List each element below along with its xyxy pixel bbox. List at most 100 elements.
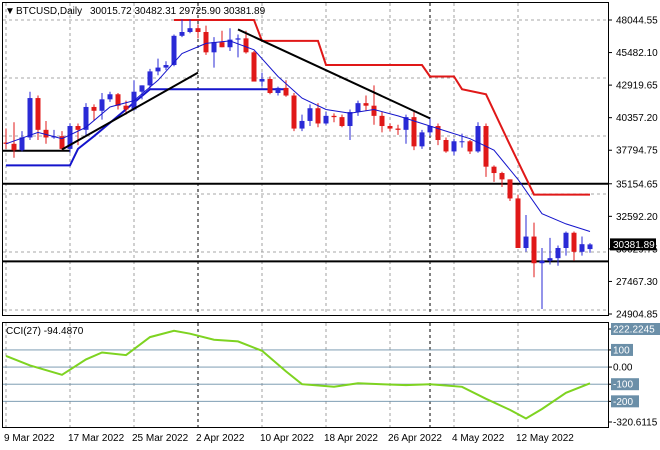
candle-body [355,103,361,113]
candle-body [59,136,65,149]
candle-body [35,98,41,130]
candle-body [155,67,161,72]
candle-body [251,52,257,82]
trendline [61,71,199,151]
price-tick-label: 45482.10 [616,48,658,59]
candle-body [587,244,593,250]
cci-line [5,329,591,420]
candle-body [235,38,241,40]
candle-body [515,198,521,248]
price-tick-label: 24904.85 [616,310,658,321]
current-price-box [610,238,656,251]
candle-body [75,126,81,130]
price-panel-frame [2,2,609,316]
time-tick-label: 25 Mar 2022 [132,433,189,444]
time-tick-label: 10 Apr 2022 [260,433,314,444]
candle-body [275,87,281,93]
candle-body [323,115,329,124]
candle-body [331,115,337,118]
red-line-layer [174,19,590,196]
cci-tick-box [611,343,633,356]
cci-tick-label: -200 [613,397,633,408]
candle-body [371,105,377,116]
candle-body [579,244,585,252]
candle-body [219,42,225,48]
time-tick-label: 4 May 2022 [452,433,505,444]
time-tick-label: 26 Apr 2022 [388,433,442,444]
chart-arrow-icon: ▼ [5,6,15,17]
cci-tick-box [611,323,660,335]
blue-line-layer [6,88,286,167]
trendline [237,28,431,120]
cci-line-layer [5,329,591,420]
cci-tick-label: 0.00 [613,363,633,374]
candle-body [227,39,233,48]
candle-body [91,106,97,111]
candle-body [43,129,49,138]
candle-body [403,117,409,130]
price-tick-label: 40357.20 [616,113,658,124]
candle-body [163,65,169,68]
candle-body [27,98,33,138]
symbol-label: BTCUSD,Daily [16,6,82,17]
candle-body [475,126,481,152]
cci-label: CCI(27) -94.4870 [6,326,84,337]
candle-body [491,166,497,174]
price-axis-ticks: 48044.55 45482.10 42919.65 40357.20 37794.75… [608,16,658,321]
candle-body [419,132,425,147]
candle-body [523,236,529,248]
candle-body [179,32,185,36]
candle-body [115,94,121,106]
candle-body [531,236,537,264]
candle-body [443,139,449,152]
candle-body [451,141,457,152]
candle-body [563,232,569,248]
candle-body [387,126,393,129]
candle-body [139,85,145,92]
candle-body [507,179,513,199]
ohlc-readout: 30015.72 30482.31 29725.90 30381.89 [90,6,266,17]
candle-body [259,79,265,82]
candle-body [147,71,153,86]
time-tick-label: 2 Apr 2022 [196,433,245,444]
red-step-line [174,19,590,196]
moving-average-line [5,40,591,232]
candle-body [539,260,545,264]
candle-body [11,143,17,151]
candle-body [347,112,353,127]
candle-body [83,106,89,130]
cci-axis-ticks: 222.2245 100 0.00 -100 -200 -320.6115 [608,323,660,429]
candle-body [411,117,417,147]
vertical-markers [197,3,431,427]
candle-body [291,95,297,129]
candle-body [243,38,249,53]
candle-body [187,28,193,33]
candle-body [499,173,505,180]
candle-body [171,35,177,66]
candle-body [555,247,561,259]
blue-step-line [6,88,286,167]
time-axis-labels: 9 Mar 2022 17 Mar 2022 25 Mar 2022 2 Apr 20… [4,433,574,444]
cci-tick-box [611,378,639,391]
price-tick-label: 27467.30 [616,277,658,288]
candle-body [395,128,401,130]
candle-body [307,108,313,121]
candle-body [571,232,577,252]
price-tick-label: 35154.65 [616,179,658,190]
price-tick-label: 37794.75 [616,146,658,157]
price-tick-label: 42919.65 [616,81,658,92]
time-tick-label: 12 May 2022 [516,433,574,444]
candle-body [99,99,105,111]
candle-body [67,126,73,149]
candle-body [123,105,129,110]
candle-body [363,103,369,106]
candle-body [19,137,25,151]
candle-body [547,258,553,261]
cci-tick-box [611,395,639,408]
candle-body [283,87,289,96]
candle-body [299,120,305,129]
time-tick-label: 17 Mar 2022 [68,433,125,444]
candle-body [459,141,465,143]
trendlines [61,28,431,151]
